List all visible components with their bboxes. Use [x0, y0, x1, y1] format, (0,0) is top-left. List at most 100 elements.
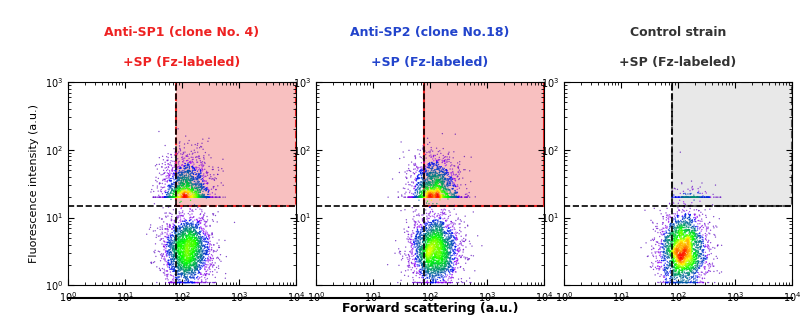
Point — [174, 241, 186, 246]
Point — [185, 235, 198, 240]
Point — [418, 188, 430, 193]
Point — [691, 227, 704, 233]
Point — [188, 195, 201, 200]
Point — [426, 276, 438, 281]
Point — [163, 222, 176, 228]
Point — [689, 228, 702, 234]
Point — [190, 240, 203, 245]
Point — [448, 256, 461, 261]
Point — [150, 195, 162, 200]
Point — [689, 228, 702, 233]
Point — [700, 256, 713, 262]
Point — [678, 280, 690, 285]
Point — [441, 245, 454, 251]
Point — [170, 214, 183, 219]
Point — [674, 220, 687, 226]
Point — [687, 280, 700, 285]
Point — [676, 255, 689, 260]
Point — [670, 265, 682, 270]
Point — [687, 193, 700, 198]
Point — [168, 195, 181, 200]
Point — [145, 189, 158, 195]
Point — [678, 261, 690, 266]
Point — [426, 251, 439, 256]
Point — [442, 170, 455, 175]
Point — [174, 251, 186, 256]
Point — [414, 171, 427, 176]
Point — [201, 248, 214, 253]
Point — [666, 263, 679, 268]
Point — [669, 215, 682, 220]
Point — [181, 269, 194, 275]
Point — [180, 264, 193, 270]
Point — [178, 269, 191, 274]
Point — [669, 255, 682, 260]
Point — [176, 259, 189, 265]
Point — [687, 260, 700, 266]
Point — [668, 250, 681, 255]
Point — [692, 259, 705, 265]
Point — [429, 222, 442, 227]
Point — [686, 219, 699, 224]
Point — [675, 256, 688, 261]
Point — [671, 253, 684, 258]
Point — [194, 253, 206, 258]
Point — [187, 263, 200, 268]
Point — [683, 240, 696, 246]
Point — [656, 229, 669, 235]
Point — [175, 242, 188, 247]
Point — [698, 221, 711, 226]
Point — [197, 195, 210, 200]
Point — [428, 176, 441, 182]
Point — [682, 237, 695, 242]
Point — [413, 259, 426, 264]
Point — [171, 179, 184, 184]
Point — [440, 254, 453, 259]
Point — [418, 189, 430, 195]
Point — [422, 195, 434, 200]
Point — [671, 239, 684, 244]
Point — [146, 183, 159, 188]
Point — [173, 195, 186, 200]
Point — [179, 233, 192, 238]
Point — [414, 222, 427, 227]
Point — [170, 245, 182, 250]
Point — [422, 266, 434, 271]
Point — [450, 230, 462, 235]
Point — [439, 207, 452, 213]
Point — [186, 245, 198, 251]
Point — [177, 194, 190, 199]
Point — [177, 256, 190, 261]
Point — [424, 273, 437, 278]
Point — [161, 264, 174, 270]
Point — [459, 182, 472, 187]
Point — [428, 247, 441, 252]
Point — [183, 159, 196, 164]
Point — [429, 172, 442, 177]
Point — [184, 248, 197, 254]
Point — [430, 259, 443, 264]
Point — [446, 267, 458, 272]
Point — [684, 234, 697, 239]
Point — [683, 220, 696, 226]
Point — [437, 194, 450, 199]
Point — [173, 195, 186, 200]
Point — [175, 259, 188, 265]
Point — [701, 195, 714, 200]
Point — [431, 195, 444, 200]
Point — [170, 254, 183, 259]
Point — [425, 175, 438, 180]
Point — [419, 195, 432, 200]
Point — [695, 241, 708, 246]
Point — [680, 244, 693, 250]
Point — [666, 195, 679, 200]
Point — [677, 215, 690, 221]
Point — [163, 177, 176, 183]
Point — [430, 180, 442, 185]
Point — [425, 195, 438, 200]
Point — [662, 247, 675, 253]
Point — [446, 280, 458, 285]
Point — [673, 271, 686, 276]
Point — [426, 245, 438, 250]
Point — [420, 253, 433, 258]
